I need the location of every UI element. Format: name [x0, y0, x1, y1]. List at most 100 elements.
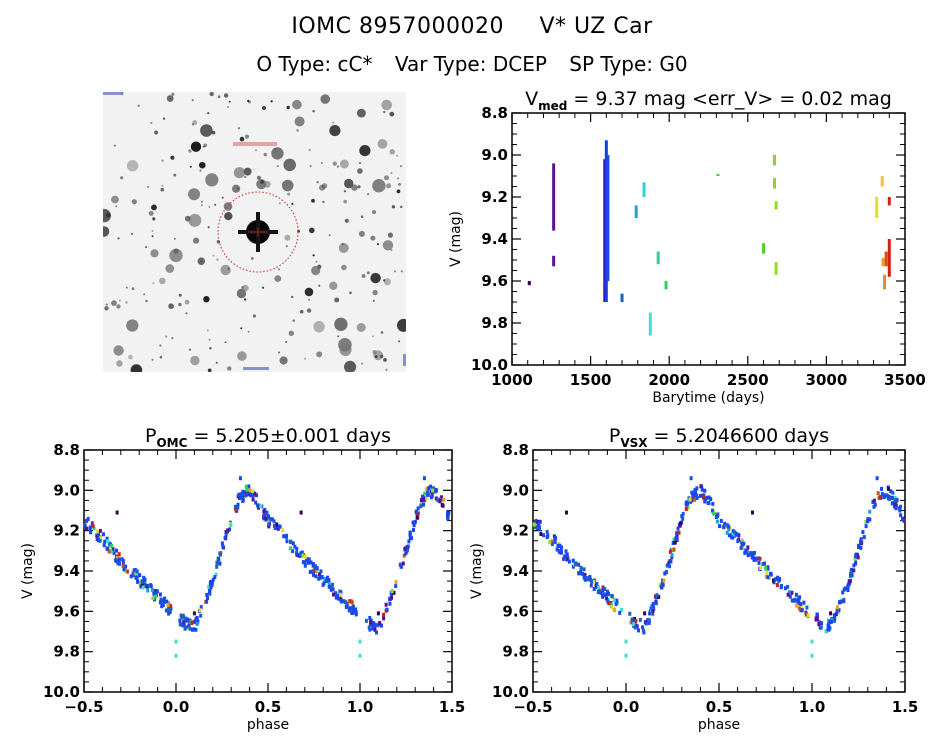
- data-point: [214, 572, 218, 577]
- data-point: [178, 622, 182, 627]
- x-tick-label: 0.0: [613, 698, 640, 716]
- data-point: [891, 490, 895, 495]
- data-point: [690, 490, 694, 495]
- star: [188, 213, 202, 227]
- data-point: [207, 585, 211, 589]
- data-point: [564, 549, 568, 554]
- data-point: [248, 488, 252, 493]
- star: [308, 298, 311, 301]
- data-point: [788, 594, 792, 599]
- star: [152, 282, 155, 285]
- x-tick-label: 0.5: [706, 698, 733, 716]
- data-point: [824, 629, 828, 633]
- title-main: V: [525, 88, 538, 110]
- star: [205, 173, 219, 187]
- x-tick-label: 0.0: [163, 698, 190, 716]
- data-point: [685, 502, 689, 507]
- star: [216, 258, 219, 261]
- star: [164, 335, 168, 338]
- y-tick-label: 9.4: [481, 230, 508, 248]
- data-point: [84, 518, 88, 523]
- data-point: [295, 551, 299, 556]
- data-point: [416, 506, 420, 511]
- data-point: [405, 547, 409, 552]
- data-point: [278, 524, 282, 529]
- data-point: [707, 495, 711, 500]
- data-point: [390, 589, 394, 593]
- data-point: [740, 541, 744, 546]
- star: [163, 117, 166, 120]
- data-point: [887, 486, 890, 491]
- data-point: [414, 509, 418, 514]
- star: [145, 246, 148, 249]
- star: [104, 306, 109, 311]
- data-point: [854, 561, 857, 566]
- data-point: [378, 620, 382, 625]
- data-point: [603, 593, 606, 598]
- x-tick-label: −0.5: [64, 698, 103, 716]
- star: [188, 188, 201, 201]
- data-point: [709, 497, 713, 501]
- data-point: [651, 611, 655, 616]
- star: [115, 205, 118, 208]
- data-point: [327, 584, 331, 589]
- data-point: [114, 558, 118, 563]
- data-point: [556, 543, 560, 548]
- data-point: [289, 540, 292, 545]
- data-point-outlier: [689, 476, 693, 481]
- star: [390, 172, 393, 175]
- star: [207, 112, 210, 115]
- star: [381, 99, 393, 111]
- data-point: [581, 572, 585, 576]
- star: [236, 288, 247, 299]
- data-point: [205, 592, 209, 597]
- data-point: [610, 605, 614, 610]
- data-segment: [604, 140, 608, 302]
- star: [361, 362, 364, 365]
- data-point: [421, 494, 424, 499]
- data-point: [799, 602, 803, 606]
- data-points: [83, 476, 451, 658]
- data-point: [224, 532, 228, 537]
- data-point: [607, 591, 611, 596]
- data-point: [434, 496, 438, 501]
- data-point: [759, 566, 763, 570]
- star: [284, 234, 291, 241]
- data-point: [165, 599, 169, 604]
- x-tick-label: 1500: [570, 371, 612, 389]
- data-point: [648, 611, 652, 616]
- data-point: [434, 488, 438, 493]
- data-point: [667, 561, 671, 566]
- star: [240, 327, 243, 330]
- data-point: [116, 561, 120, 566]
- data-point: [291, 549, 295, 554]
- star: [151, 235, 154, 238]
- data-point: [884, 493, 888, 498]
- data-point: [314, 574, 318, 579]
- y-tick-label: 10.0: [471, 356, 508, 374]
- x-tick-label: −0.5: [513, 698, 552, 716]
- subtitle: O Type: cC* Var Type: DCEP SP Type: G0: [0, 52, 944, 76]
- data-point: [373, 626, 377, 631]
- star: [214, 203, 217, 206]
- data-point: [534, 525, 537, 529]
- data-point: [259, 504, 263, 509]
- data-point: [562, 556, 566, 561]
- data-point: [306, 560, 310, 565]
- data-point: [139, 584, 143, 589]
- data-point: [574, 561, 578, 566]
- star: [271, 147, 284, 160]
- data-point: [208, 589, 212, 594]
- star: [321, 183, 328, 189]
- data-point: [264, 516, 268, 521]
- data-point: [859, 537, 863, 542]
- data-point: [352, 608, 356, 613]
- data-point: [655, 593, 659, 598]
- data-points: [527, 140, 891, 336]
- y-tick-label: 9.8: [53, 643, 80, 661]
- data-point: [750, 555, 754, 560]
- data-point: [894, 498, 897, 503]
- data-point: [754, 556, 758, 561]
- data-point: [854, 554, 858, 559]
- data-point: [694, 496, 698, 500]
